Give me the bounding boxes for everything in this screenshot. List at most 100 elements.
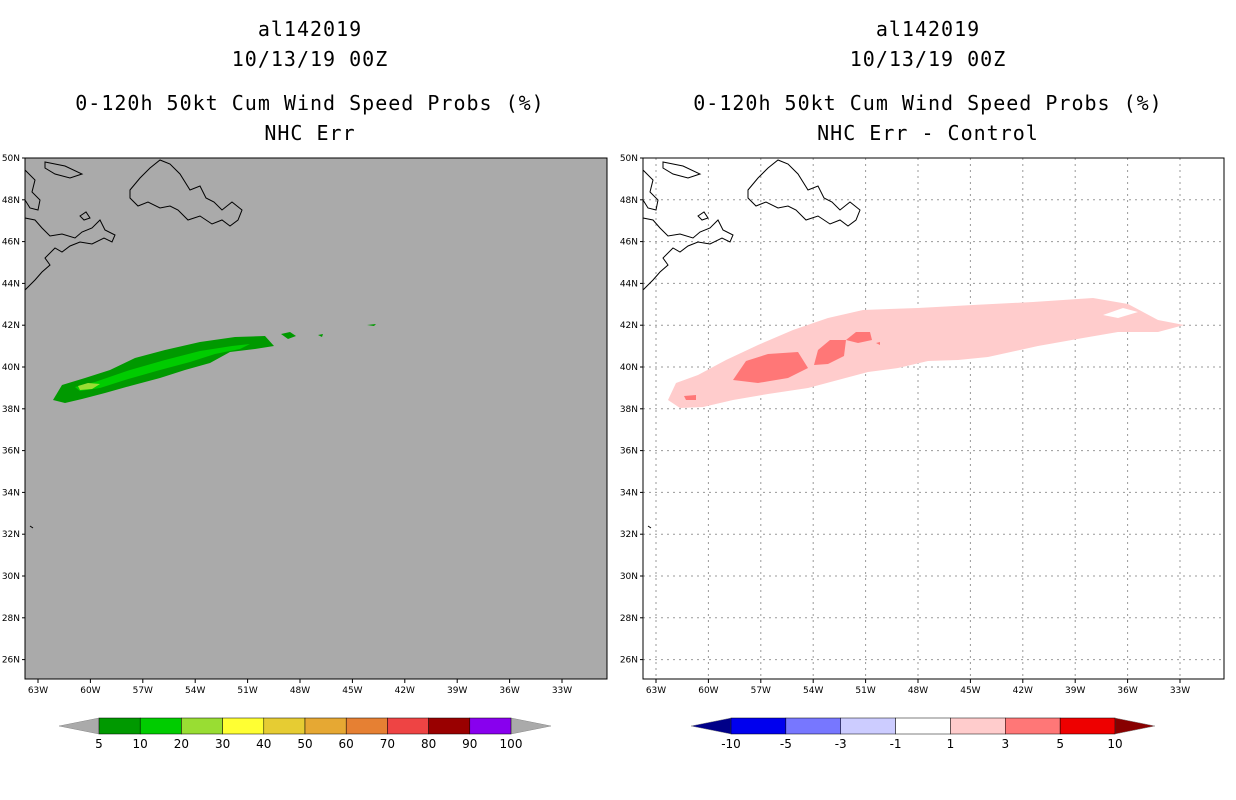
right-colorbar-label: 5 bbox=[1056, 737, 1064, 751]
left-map-background bbox=[25, 158, 607, 679]
diff-3-5-band bbox=[876, 342, 880, 345]
right-title-storm-id: al142019 bbox=[875, 17, 981, 41]
left-colorbar-swatch bbox=[139, 717, 182, 735]
right-lon-label: 45W bbox=[960, 686, 980, 695]
diff-1-3-band bbox=[668, 298, 1184, 408]
right-map-panel: 50N 48N 46N 44N 42N 40N 38N 36N 34N 32N 30N 28N 26N 6… bbox=[620, 154, 1225, 695]
left-colorbar-label: 70 bbox=[380, 737, 395, 751]
left-lat-label: 42N bbox=[2, 321, 20, 331]
left-lat-label: 40N bbox=[2, 363, 20, 373]
left-lat-label: 36N bbox=[2, 447, 20, 457]
left-colorbar-label: 30 bbox=[215, 737, 230, 751]
left-lon-label: 51W bbox=[237, 686, 257, 695]
right-colorbar-swatch bbox=[785, 717, 841, 735]
left-lat-label: 26N bbox=[2, 656, 20, 666]
right-colorbar-low-triangle bbox=[690, 717, 732, 735]
right-lat-label: 40N bbox=[620, 363, 638, 373]
left-lat-label: 44N bbox=[2, 279, 20, 289]
left-colorbar-swatch bbox=[345, 717, 388, 735]
left-lon-label: 45W bbox=[342, 686, 362, 695]
right-lat-label: 48N bbox=[620, 196, 638, 206]
right-lat-label: 44N bbox=[620, 279, 638, 289]
right-colorbar-swatch bbox=[730, 717, 787, 735]
right-colorbar-swatch bbox=[950, 717, 1006, 735]
left-lon-label: 54W bbox=[185, 686, 205, 695]
left-lon-label: 33W bbox=[552, 686, 572, 695]
swath-fragment bbox=[318, 334, 323, 337]
left-title-product: 0-120h 50kt Cum Wind Speed Probs (%) bbox=[75, 91, 545, 115]
right-lon-label: 33W bbox=[1170, 686, 1190, 695]
left-colorbar-label: 40 bbox=[256, 737, 271, 751]
left-colorbar-label: 60 bbox=[339, 737, 354, 751]
right-colorbar-swatch bbox=[1005, 717, 1061, 735]
swath-10-20-pct bbox=[75, 344, 250, 391]
right-lat-label: 32N bbox=[620, 530, 638, 540]
left-map-frame bbox=[24, 157, 608, 680]
right-colorbar-label: -3 bbox=[835, 737, 847, 751]
right-lon-label: 48W bbox=[908, 686, 928, 695]
right-title-date: 10/13/19 00Z bbox=[849, 47, 1007, 71]
left-lat-label: 50N bbox=[2, 154, 20, 164]
right-lon-label: 39W bbox=[1065, 686, 1085, 695]
right-map-background bbox=[643, 158, 1224, 679]
right-lon-label: 42W bbox=[1013, 686, 1033, 695]
left-title-date: 10/13/19 00Z bbox=[231, 47, 389, 71]
left-lat-label: 38N bbox=[2, 405, 20, 415]
right-colorbar-label: -5 bbox=[780, 737, 792, 751]
swath-20-30-pct bbox=[78, 383, 100, 390]
left-colorbar-swatch bbox=[428, 717, 471, 735]
right-lon-label: 60W bbox=[698, 686, 718, 695]
right-lat-label: 30N bbox=[620, 572, 638, 582]
right-map-frame bbox=[642, 157, 1225, 680]
left-colorbar-low-triangle bbox=[58, 717, 100, 735]
right-lat-label: 36N bbox=[620, 447, 638, 457]
swath-fragment bbox=[281, 332, 296, 339]
left-colorbar-swatch bbox=[98, 717, 141, 735]
right-axis-labels: 50N 48N 46N 44N 42N 40N 38N 36N 34N 32N 30N 28N 26N 6… bbox=[620, 154, 1190, 695]
left-probability-swath bbox=[53, 324, 376, 403]
right-colorbar-swatch bbox=[840, 717, 896, 735]
left-colorbar-swatch bbox=[469, 717, 512, 735]
right-colorbar-swatch bbox=[1059, 717, 1116, 735]
right-coastline bbox=[642, 159, 861, 529]
right-lon-label: 54W bbox=[803, 686, 823, 695]
left-lon-label: 39W bbox=[447, 686, 467, 695]
diff-notch bbox=[1103, 308, 1138, 318]
left-colorbar-swatch bbox=[263, 717, 306, 735]
left-colorbar-label: 5 bbox=[95, 737, 103, 751]
right-colorbar-high-triangle bbox=[1114, 717, 1156, 735]
right-colorbar-label: -10 bbox=[721, 737, 741, 751]
left-colorbar-swatch bbox=[304, 717, 347, 735]
left-colorbar: 5 10 20 30 40 50 60 70 80 90 100 bbox=[58, 717, 552, 751]
right-lat-label: 26N bbox=[620, 656, 638, 666]
right-colorbar-label: -1 bbox=[890, 737, 902, 751]
diff-3-5-band bbox=[846, 332, 872, 343]
left-lon-label: 48W bbox=[290, 686, 310, 695]
left-colorbar-swatch bbox=[222, 717, 265, 735]
left-lon-label: 57W bbox=[133, 686, 153, 695]
right-difference-swath bbox=[668, 298, 1184, 408]
left-map-panel: 50N 48N 46N 44N 42N 40N 38N 36N 34N 32N 30N 28N 26N 6… bbox=[2, 154, 608, 695]
left-title-subtitle: NHC Err bbox=[264, 121, 356, 145]
left-colorbar-high-triangle bbox=[510, 717, 552, 735]
right-colorbar-swatch bbox=[895, 717, 951, 735]
left-lat-label: 34N bbox=[2, 488, 20, 498]
left-title-storm-id: al142019 bbox=[257, 17, 363, 41]
left-lon-label: 42W bbox=[395, 686, 415, 695]
swath-fragment bbox=[367, 324, 376, 326]
right-lat-label: 46N bbox=[620, 238, 638, 248]
right-colorbar-label: 10 bbox=[1107, 737, 1122, 751]
left-lat-label: 46N bbox=[2, 238, 20, 248]
right-title-product: 0-120h 50kt Cum Wind Speed Probs (%) bbox=[693, 91, 1163, 115]
left-colorbar-swatch bbox=[387, 717, 429, 735]
right-colorbar: -10 -5 -3 -1 1 3 5 10 bbox=[690, 717, 1156, 751]
right-lat-label: 28N bbox=[620, 614, 638, 624]
left-colorbar-label: 80 bbox=[421, 737, 436, 751]
left-colorbar-label: 90 bbox=[462, 737, 477, 751]
right-title-subtitle: NHC Err - Control bbox=[817, 121, 1039, 145]
right-lat-label: 42N bbox=[620, 321, 638, 331]
right-lon-label: 57W bbox=[751, 686, 771, 695]
left-lon-label: 63W bbox=[28, 686, 48, 695]
left-lon-label: 36W bbox=[499, 686, 519, 695]
left-lat-label: 28N bbox=[2, 614, 20, 624]
